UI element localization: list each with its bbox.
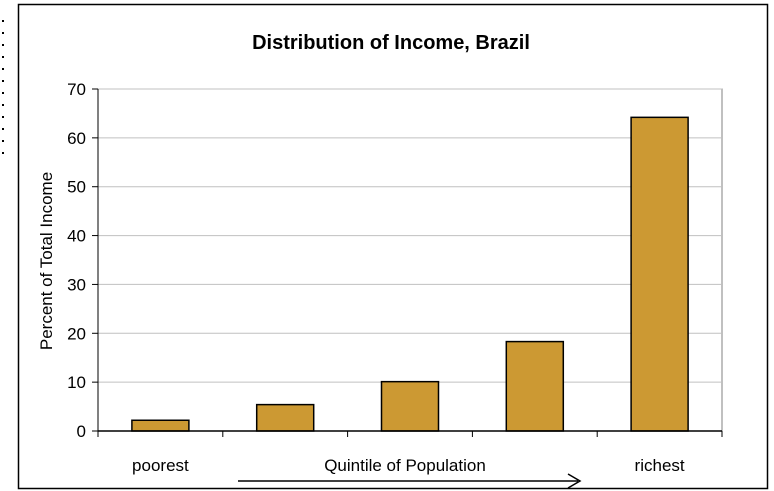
bar xyxy=(505,340,565,432)
y-axis-label: Percent of Total Income xyxy=(37,172,56,350)
y-tick-label: 0 xyxy=(77,422,86,441)
x-category-label: richest xyxy=(635,456,685,475)
y-tick-label: 30 xyxy=(67,275,86,294)
x-category-label: poorest xyxy=(132,456,189,475)
y-tick-label: 20 xyxy=(67,324,86,343)
y-tick-label: 50 xyxy=(67,178,86,197)
bar xyxy=(630,116,689,432)
plot-area: 0 10 20 30 40 50 60 70 poorest richest xyxy=(67,80,723,475)
bar xyxy=(380,380,440,432)
y-tick-label: 40 xyxy=(67,227,86,246)
y-tick-label: 10 xyxy=(67,373,86,392)
direction-arrow-head xyxy=(567,473,582,489)
chart-title: Distribution of Income, Brazil xyxy=(252,32,530,54)
x-axis-label: Quintile of Population xyxy=(324,456,486,475)
bar xyxy=(255,403,315,432)
bar xyxy=(131,419,190,432)
y-tick-label: 70 xyxy=(67,80,86,99)
y-tick-label: 60 xyxy=(67,129,86,148)
